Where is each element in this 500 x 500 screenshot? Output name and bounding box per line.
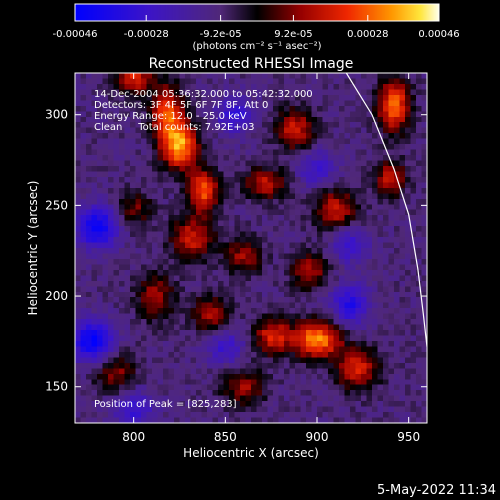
colorbar-frame <box>74 3 440 22</box>
x-axis-ticks: 800 850 900 950 <box>122 73 420 444</box>
colorbar-gradient <box>75 4 439 21</box>
colorbar-tick-label: 9.2e-05 <box>274 29 312 40</box>
solar-limb-curve <box>345 73 427 347</box>
x-tick-label: 800 <box>122 430 145 444</box>
annotation-time-range: 14-Dec-2004 05:36:32.000 to 05:42:32.000 <box>94 89 313 100</box>
annotation-clean-counts: Clean Total counts: 7.92E+03 <box>94 122 254 133</box>
x-tick-label: 850 <box>214 430 237 444</box>
chart-title: Reconstructed RHESSI Image <box>149 56 354 72</box>
x-axis-label: Heliocentric X (arcsec) <box>183 446 319 460</box>
colorbar-tick-label: -0.00046 <box>53 29 98 40</box>
y-tick-label: 150 <box>45 380 68 394</box>
x-tick-label: 900 <box>306 430 329 444</box>
colorbar-ticks: -0.00046 -0.00028 -9.2e-05 9.2e-05 0.00028 0.… <box>53 15 460 40</box>
annotation-block: 14-Dec-2004 05:36:32.000 to 05:42:32.000… <box>94 89 313 133</box>
y-tick-label: 300 <box>45 108 68 122</box>
colorbar-units-label: (photons cm⁻² s⁻¹ asec⁻²) <box>192 41 321 52</box>
annotation-detectors: Detectors: 3F 4F 5F 6F 7F 8F, Att 0 <box>94 100 268 111</box>
colorbar-tick-label: -9.2e-05 <box>200 29 242 40</box>
plot-frame <box>74 72 428 424</box>
peak-position-label: Position of Peak = [825,283] <box>94 399 237 410</box>
heatmap <box>75 73 427 423</box>
timestamp: 5-May-2022 11:34 <box>377 483 496 498</box>
colorbar-tick-label: 0.00028 <box>347 29 388 40</box>
annotation-energy-range: Energy Range: 12.0 - 25.0 keV <box>94 111 247 122</box>
colorbar-tick-label: -0.00028 <box>124 29 169 40</box>
colorbar: -0.00046 -0.00028 -9.2e-05 9.2e-05 0.00028 0.… <box>53 3 460 52</box>
y-tick-label: 250 <box>45 198 68 212</box>
y-tick-label: 200 <box>45 289 68 303</box>
x-tick-label: 950 <box>397 430 420 444</box>
y-axis-ticks: 150 200 250 300 <box>45 108 427 394</box>
y-axis-label: Heliocentric Y (arcsec) <box>26 181 40 316</box>
colorbar-tick-label: 0.00046 <box>418 29 459 40</box>
heatmap-pixels <box>75 73 427 423</box>
